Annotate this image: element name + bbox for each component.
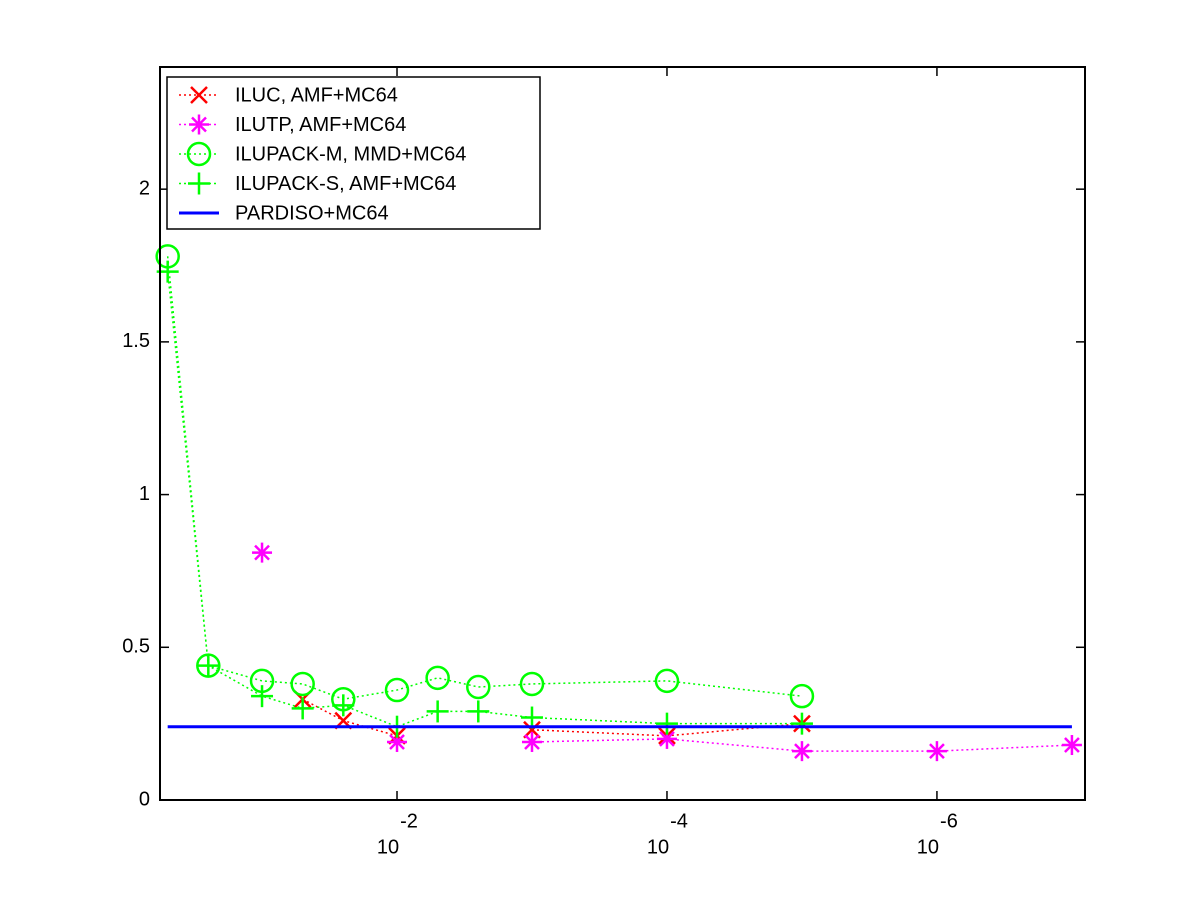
- marker-stroke: [1064, 737, 1080, 753]
- marker-circle: [425, 665, 450, 691]
- x-tick-exponent: -6: [940, 810, 958, 832]
- marker-stroke: [191, 116, 207, 133]
- legend-label: ILUPACK-M, MMD+MC64: [235, 143, 466, 165]
- y-tick-label: 0.5: [122, 636, 150, 658]
- data-point: [655, 712, 678, 735]
- marker-circle: [789, 683, 815, 709]
- data-point: [789, 683, 815, 709]
- marker-stroke: [929, 743, 945, 760]
- marker-stroke: [524, 734, 540, 750]
- legend-box: [166, 76, 541, 230]
- axes-box: [159, 66, 1086, 801]
- data-point: [1061, 735, 1082, 756]
- data-point: [926, 741, 947, 762]
- data-point: [425, 665, 450, 691]
- data-point: [197, 654, 220, 677]
- x-tick-label: 10: [377, 836, 399, 858]
- y-tick-label: 1: [139, 483, 150, 505]
- data-point: [290, 671, 315, 697]
- x-tick-exponent: -4: [670, 810, 688, 832]
- y-tick-label: 2: [139, 177, 150, 199]
- data-point: [384, 677, 410, 703]
- marker-circle: [290, 671, 315, 697]
- legend-label: ILUC, AMF+MC64: [235, 84, 398, 106]
- marker-stroke: [659, 731, 675, 747]
- x-tick-label: 10: [917, 836, 939, 858]
- data-point: [520, 706, 543, 729]
- marker-stroke: [389, 734, 405, 750]
- marker-circle: [466, 674, 491, 700]
- data-point: [790, 712, 813, 735]
- data-point: [521, 731, 542, 752]
- marker-circle: [384, 677, 410, 703]
- x-tick-label: 10: [647, 836, 669, 858]
- marker-circle: [654, 668, 680, 694]
- marker-circle: [519, 671, 545, 697]
- marker-stroke: [794, 743, 810, 760]
- x-tick-exponent: -2: [400, 810, 418, 832]
- data-point: [467, 700, 490, 723]
- legend: ILUC, AMF+MC64 ILUTP, AMF+MC64 ILUPACK-M, …: [166, 76, 541, 230]
- y-tick-label: 1.5: [122, 330, 150, 352]
- data-point: [252, 542, 273, 563]
- data-point: [426, 700, 449, 723]
- data-point: [519, 671, 545, 697]
- data-point: [332, 694, 355, 717]
- marker-circle: [186, 141, 212, 167]
- y-tick-label: 0: [139, 788, 150, 810]
- legend-label: ILUTP, AMF+MC64: [235, 114, 406, 136]
- legend-label: ILUPACK-S, AMF+MC64: [235, 173, 456, 195]
- data-point: [466, 674, 491, 700]
- data-point: [251, 685, 274, 708]
- data-point: [654, 668, 680, 694]
- marker-stroke: [190, 86, 208, 104]
- data-point: [291, 697, 314, 720]
- series-line: [166, 256, 803, 700]
- legend-label: PARDISO+MC64: [235, 202, 389, 224]
- data-point: [791, 741, 812, 762]
- marker-stroke: [254, 544, 270, 561]
